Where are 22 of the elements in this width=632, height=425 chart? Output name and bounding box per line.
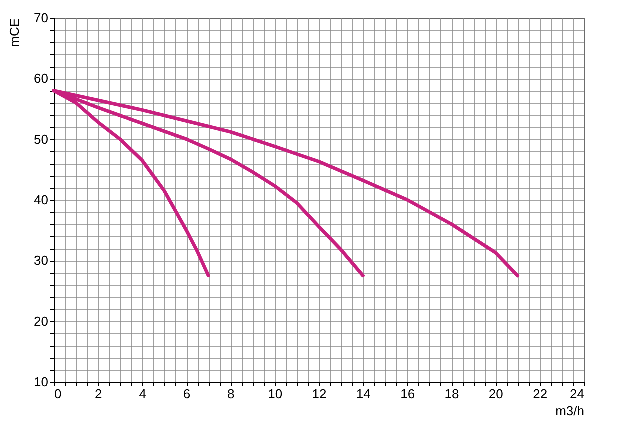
x-tick-label: 18 [444,386,460,402]
x-tick-label: 10 [268,386,283,402]
y-tick-label: 70 [34,10,48,26]
x-tick-label: 0 [54,386,62,402]
y-tick-label: 50 [34,132,48,147]
y-tick-label: 60 [34,71,48,86]
x-tick-label: 12 [312,386,327,402]
y-tick-label: 20 [34,314,48,329]
x-tick-label: 4 [139,386,146,402]
y-tick-label: 10 [34,374,48,390]
x-tick-label: 8 [228,386,235,402]
x-tick-label: 24 [570,386,584,402]
x-axis-title: m3/h [556,404,584,418]
x-tick-label: 2 [95,386,102,402]
x-tick-label: 16 [400,386,416,402]
y-tick-label: 30 [34,253,48,268]
y-axis-title: mCE [7,18,22,48]
x-tick-label: 6 [183,386,191,402]
x-tick-label: 20 [488,386,504,402]
x-tick-label: 22 [533,386,548,402]
x-tick-label: 14 [356,386,371,402]
y-tick-label: 40 [34,192,48,208]
